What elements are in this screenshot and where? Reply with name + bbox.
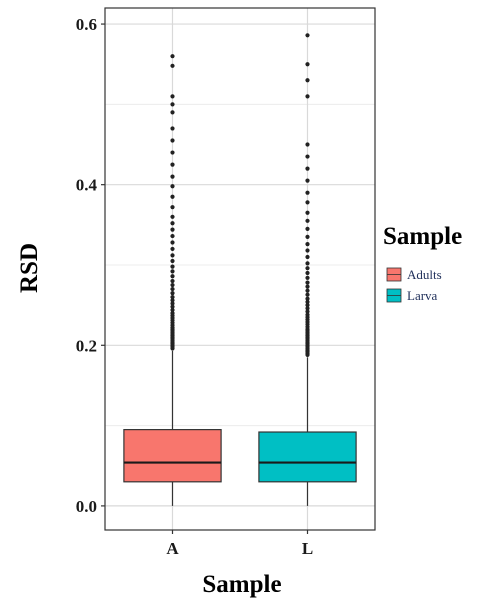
outlier-point: [305, 200, 310, 205]
outlier-point: [170, 307, 175, 313]
outlier-point: [170, 174, 175, 179]
outlier-point: [305, 306, 310, 311]
outlier-point: [305, 210, 310, 215]
outlier-point: [170, 311, 175, 316]
outlier-point: [170, 282, 175, 288]
outlier-point: [305, 62, 310, 67]
panel-border: [104, 7, 376, 531]
outlier-point: [305, 296, 310, 301]
y-axis-title: RSD: [16, 243, 43, 293]
outlier-point: [305, 78, 310, 83]
outlier-point: [305, 270, 310, 276]
x-tick-label: A: [166, 539, 179, 558]
outlier-point: [305, 312, 310, 317]
outlier-point: [305, 261, 310, 266]
outlier-point: [305, 218, 310, 223]
y-tick-label: 0.2: [76, 336, 97, 355]
outlier-point: [170, 102, 175, 107]
outlier-point: [170, 110, 175, 115]
outlier-point: [170, 274, 175, 279]
outlier-point: [170, 205, 175, 210]
outlier-point: [305, 284, 310, 289]
outlier-point: [305, 299, 310, 305]
outlier-point: [305, 266, 310, 271]
outlier-point: [170, 184, 175, 189]
outlier-point: [170, 278, 175, 284]
outlier-point: [170, 286, 175, 292]
y-tick-label: 0.6: [76, 15, 97, 34]
outlier-point: [305, 288, 310, 293]
legend-entry: Larva: [386, 288, 438, 303]
outlier-point: [170, 162, 175, 167]
outlier-point: [170, 150, 175, 155]
outlier-point: [170, 126, 175, 131]
outlier-point: [170, 240, 175, 245]
x-tick-label: L: [302, 539, 313, 558]
outlier-point: [170, 214, 175, 219]
outlier-point: [305, 303, 310, 308]
outlier-point: [305, 190, 310, 195]
outlier-point: [170, 227, 175, 232]
outlier-point: [305, 226, 310, 231]
outlier-point: [170, 304, 175, 309]
outlier-point: [170, 258, 175, 264]
outlier-point: [170, 94, 175, 99]
box-series: [123, 350, 357, 506]
outlier-point: [170, 298, 175, 303]
legend-title: Sample: [383, 223, 462, 250]
y-tick-label: 0.4: [76, 176, 98, 195]
outlier-point: [170, 194, 175, 199]
axes: 0.0 0.2 0.4 0.6 A L: [76, 7, 376, 558]
y-tick-label: 0.0: [76, 497, 97, 516]
outlier-point: [170, 63, 175, 68]
outlier-point: [170, 253, 175, 258]
box-A: [123, 429, 222, 483]
outlier-point: [305, 234, 310, 239]
outlier-point: [305, 94, 310, 99]
box-L: [258, 431, 357, 483]
outlier-point: [170, 269, 175, 274]
outlier-point: [305, 309, 310, 314]
outlier-point: [305, 254, 310, 260]
outlier-point: [170, 301, 175, 306]
outlier-point: [170, 138, 175, 143]
legend-label: Adults: [407, 267, 442, 282]
outlier-point: [305, 33, 310, 38]
outlier-point: [305, 242, 310, 247]
outlier-point: [170, 290, 175, 296]
outlier-point: [170, 295, 175, 300]
outlier-points: [170, 33, 310, 358]
outlier-point: [305, 154, 310, 159]
outlier-point: [170, 246, 175, 252]
outlier-point: [305, 275, 310, 280]
legend-entry: Adults: [386, 267, 442, 282]
outlier-point: [305, 292, 310, 297]
legend-label: Larva: [407, 288, 438, 303]
outlier-point: [170, 54, 175, 59]
outlier-point: [170, 264, 175, 269]
outlier-point: [305, 166, 310, 171]
outlier-point: [305, 280, 310, 285]
outlier-point: [170, 221, 175, 226]
outlier-point: [305, 178, 310, 183]
x-axis-title: Sample: [202, 571, 281, 598]
legend-items: Adults Larva: [386, 267, 442, 303]
outlier-point: [305, 248, 310, 253]
outlier-point: [305, 142, 310, 147]
legend: Sample Adults Larva: [383, 223, 462, 303]
outlier-point: [170, 233, 175, 239]
